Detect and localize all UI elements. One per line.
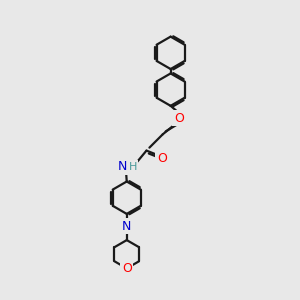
Text: N: N	[122, 220, 131, 233]
Text: O: O	[157, 152, 167, 165]
Text: N: N	[118, 160, 128, 173]
Text: O: O	[122, 262, 132, 275]
Text: O: O	[174, 112, 184, 125]
Text: H: H	[128, 162, 137, 172]
